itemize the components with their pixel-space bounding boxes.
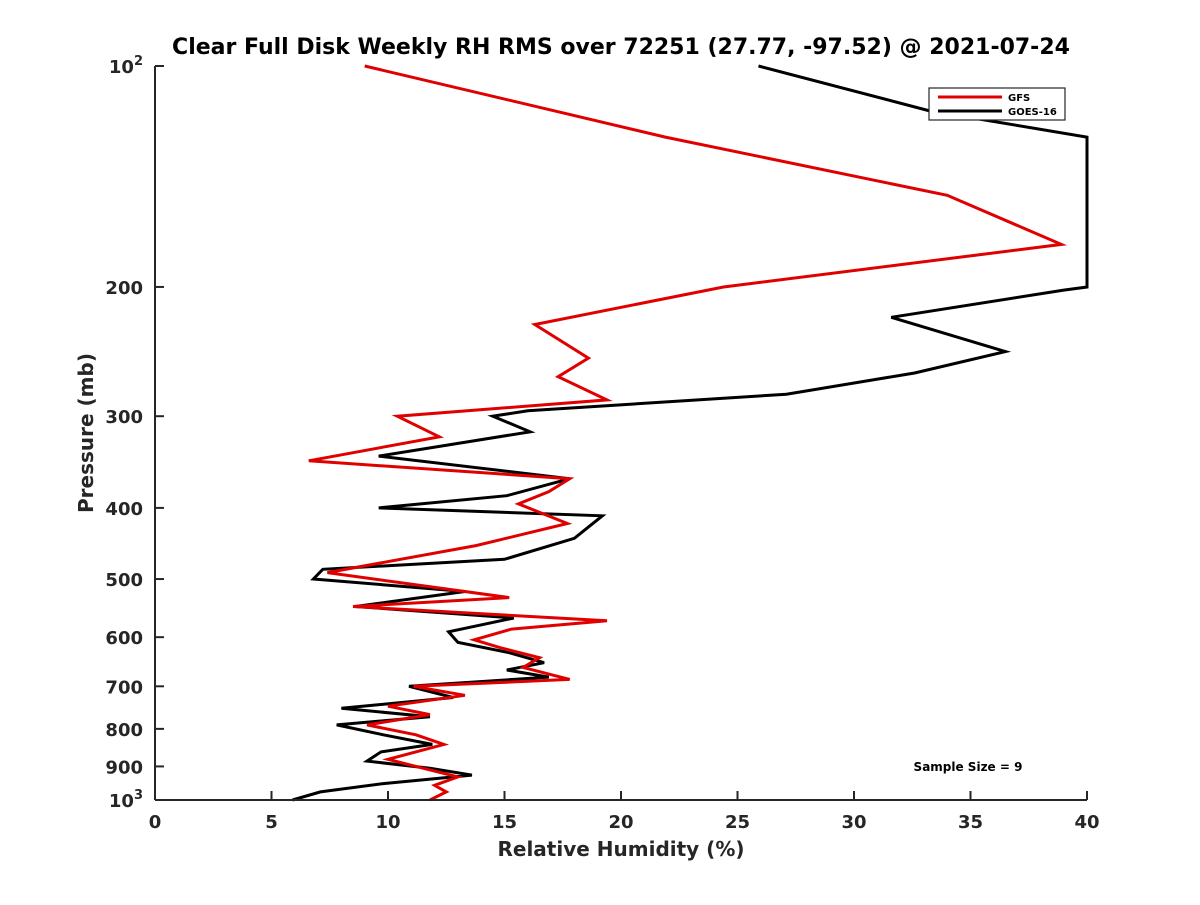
y-tick-label: 700 bbox=[105, 677, 143, 698]
series-line-gfs bbox=[308, 64, 1068, 802]
legend-box bbox=[928, 87, 1066, 121]
y-tick-label: 800 bbox=[105, 720, 143, 741]
y-axis-label: Pressure (mb) bbox=[74, 353, 98, 513]
x-tick-label: 5 bbox=[265, 812, 278, 833]
x-tick-label: 15 bbox=[492, 812, 517, 833]
x-tick-label: 20 bbox=[608, 812, 633, 833]
y-tick-label: 300 bbox=[105, 407, 143, 428]
axis-ticks: 0 5 10 15 20 25 30 35 40 102 200 300 400 500 600 700 800… bbox=[105, 54, 1099, 833]
y-tick-label: 600 bbox=[105, 628, 143, 649]
y-tick-label: 102 bbox=[109, 54, 143, 78]
series-line-goes16 bbox=[292, 64, 1089, 802]
y-tick-label: 900 bbox=[105, 757, 143, 778]
x-tick-label: 30 bbox=[841, 812, 866, 833]
y-tick-label: 400 bbox=[105, 499, 143, 520]
sample-size-annotation: Sample Size = 9 bbox=[914, 760, 1023, 774]
x-tick-label: 10 bbox=[375, 812, 400, 833]
x-axis-label: Relative Humidity (%) bbox=[497, 837, 744, 861]
x-tick-label: 25 bbox=[725, 812, 750, 833]
x-tick-label: 0 bbox=[149, 812, 162, 833]
chart-title: Clear Full Disk Weekly RH RMS over 72251… bbox=[172, 35, 1070, 60]
plot-area bbox=[292, 64, 1089, 802]
x-tick-label: 40 bbox=[1074, 812, 1099, 833]
y-tick-label: 200 bbox=[105, 278, 143, 299]
y-tick-label: 500 bbox=[105, 570, 143, 591]
y-tick-label: 103 bbox=[109, 788, 143, 812]
x-tick-label: 35 bbox=[958, 812, 983, 833]
legend-label-goes16: GOES-16 bbox=[1008, 107, 1057, 118]
legend-label-gfs: GFS bbox=[1008, 93, 1030, 104]
legend: GFS GOES-16 bbox=[928, 87, 1066, 121]
